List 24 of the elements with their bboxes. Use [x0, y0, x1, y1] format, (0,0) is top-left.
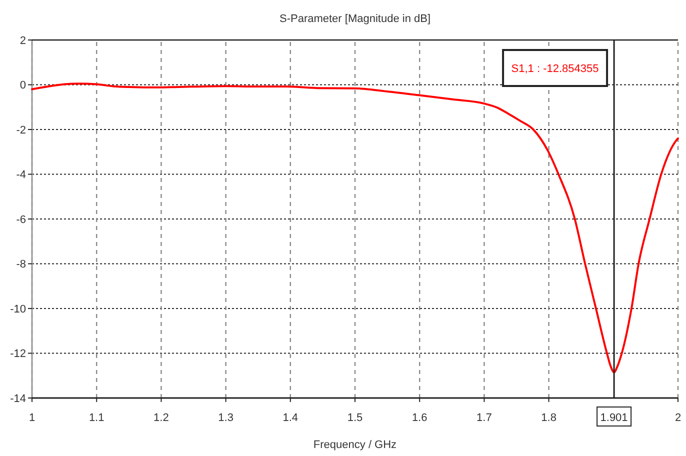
x-tick-label: 1.1: [88, 412, 104, 424]
x-tick-label: 2: [674, 412, 682, 424]
x-tick-label: 1.3: [218, 412, 234, 424]
y-tick-label: 0: [20, 80, 26, 92]
y-tick-label: -6: [16, 214, 26, 226]
x-tick-label: 1.6: [412, 412, 428, 424]
y-tick-label: -4: [16, 169, 26, 182]
y-tick-label: 2: [20, 34, 26, 47]
y-tick-label: -14: [10, 392, 26, 405]
line-series: [31, 82, 679, 374]
x-tick-label: 1: [28, 412, 36, 424]
y-tick-label: -2: [16, 124, 26, 136]
chart-title: S-Parameter [Magnitude in dB]: [279, 13, 431, 25]
x-tick-label: 1.7: [476, 412, 492, 424]
y-tick-label: -10: [10, 303, 26, 316]
x-tick-label: 1.5: [347, 412, 363, 424]
y-tick-label: -8: [16, 258, 26, 271]
annotation: S1,1 : -12.854355: [511, 62, 599, 75]
y-tick-label: -12: [10, 348, 26, 360]
x-tick-label: 1.4: [282, 412, 298, 424]
x-tick-label: 1.8: [541, 412, 556, 424]
x-axis-title: Frequency / GHz: [313, 439, 397, 451]
x-tick-label: 1.2: [154, 412, 169, 424]
ref-line-label: 1.901: [600, 412, 628, 424]
